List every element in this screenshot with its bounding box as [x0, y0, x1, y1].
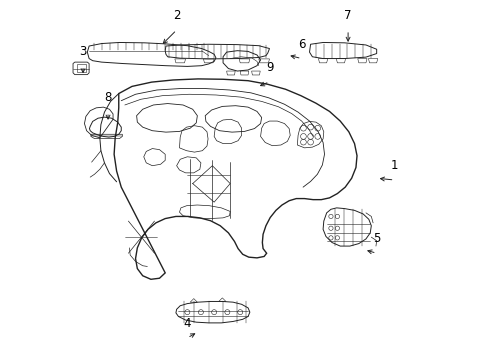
Text: 3: 3 — [79, 45, 86, 58]
Text: 1: 1 — [390, 159, 397, 172]
Text: 4: 4 — [183, 317, 191, 330]
Text: 8: 8 — [104, 91, 111, 104]
Text: 7: 7 — [344, 9, 351, 22]
Text: 5: 5 — [372, 232, 380, 246]
Text: 9: 9 — [265, 61, 273, 74]
Text: 2: 2 — [173, 9, 180, 22]
Text: 6: 6 — [297, 38, 305, 51]
